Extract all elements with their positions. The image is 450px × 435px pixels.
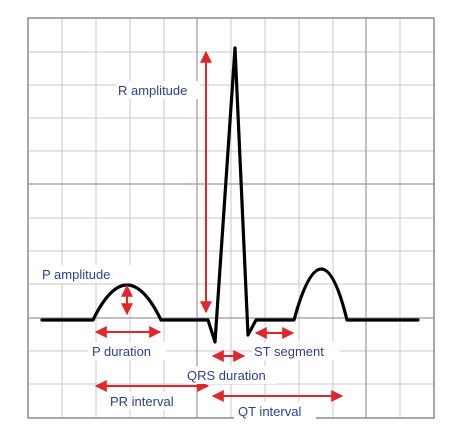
qt-interval-label: QT interval bbox=[238, 404, 301, 419]
p-duration-label: P duration bbox=[92, 344, 151, 359]
measurement-arrows bbox=[94, 50, 344, 402]
diagram-labels: R amplitude P amplitude P duration QRS d… bbox=[40, 81, 340, 420]
r-amplitude-label: R amplitude bbox=[118, 83, 187, 98]
p-amplitude-label: P amplitude bbox=[42, 267, 110, 282]
st-segment-label: ST segment bbox=[254, 344, 324, 359]
pr-interval-label: PR interval bbox=[110, 394, 174, 409]
qrs-duration-label: QRS duration bbox=[187, 368, 266, 383]
ecg-trace bbox=[40, 46, 420, 344]
